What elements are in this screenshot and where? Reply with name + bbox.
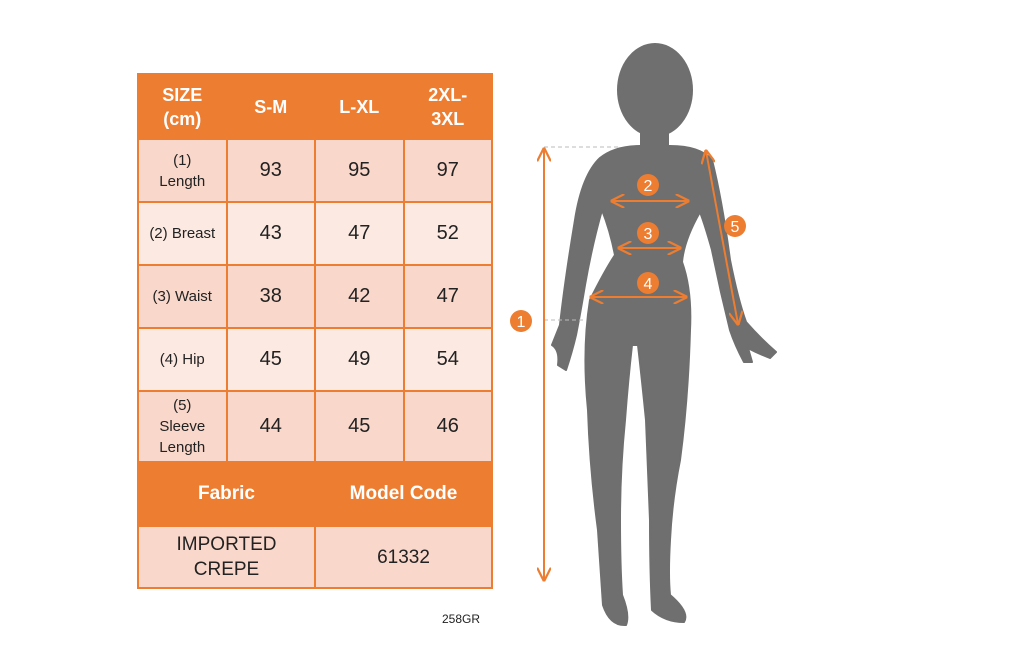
header-row: SIZE (cm) S-M L-XL 2XL- 3XL bbox=[137, 73, 493, 140]
cell: 49 bbox=[314, 327, 405, 392]
silhouette bbox=[551, 43, 777, 627]
cell: 46 bbox=[402, 390, 493, 463]
marker-4: 4 bbox=[637, 272, 659, 294]
header-size: SIZE (cm) bbox=[137, 73, 228, 140]
cell: 44 bbox=[225, 390, 316, 463]
fabric-value: IMPORTED CREPE bbox=[137, 525, 316, 589]
row-label: (5) Sleeve Length bbox=[137, 390, 228, 463]
table-row: (2) Breast 43 47 52 bbox=[137, 201, 493, 266]
model-code-value: 61332 bbox=[314, 525, 493, 589]
cell: 45 bbox=[314, 390, 405, 463]
measurement-guides bbox=[544, 146, 738, 580]
header-s-m: S-M bbox=[225, 73, 316, 140]
cell: 38 bbox=[225, 264, 316, 329]
cell: 47 bbox=[314, 201, 405, 266]
header-l-xl: L-XL bbox=[314, 73, 405, 140]
cell: 54 bbox=[402, 327, 493, 392]
size-chart-table: SIZE (cm) S-M L-XL 2XL- 3XL (1) Length 9… bbox=[137, 73, 493, 589]
row-label: (4) Hip bbox=[137, 327, 228, 392]
fabric-value-row: IMPORTED CREPE 61332 bbox=[137, 525, 493, 589]
cell: 43 bbox=[225, 201, 316, 266]
svg-text:4: 4 bbox=[644, 276, 653, 293]
svg-text:2: 2 bbox=[644, 178, 653, 195]
marker-1: 1 bbox=[510, 310, 532, 332]
cell: 95 bbox=[314, 138, 405, 203]
svg-text:1: 1 bbox=[517, 314, 526, 331]
row-label: (1) Length bbox=[137, 138, 228, 203]
cell: 52 bbox=[402, 201, 493, 266]
sleeve-arrow bbox=[706, 151, 738, 324]
cell: 97 bbox=[402, 138, 493, 203]
fabric-header-row: Fabric Model Code bbox=[137, 461, 493, 527]
svg-text:3: 3 bbox=[644, 226, 653, 243]
cell: 47 bbox=[402, 264, 493, 329]
model-code-label: Model Code bbox=[314, 461, 493, 527]
marker-2: 2 bbox=[637, 174, 659, 196]
header-2xl-3xl: 2XL- 3XL bbox=[402, 73, 493, 140]
table-row: (4) Hip 45 49 54 bbox=[137, 327, 493, 392]
row-label: (3) Waist bbox=[137, 264, 228, 329]
table-row: (5) Sleeve Length 44 45 46 bbox=[137, 390, 493, 463]
product-code: 258GR bbox=[442, 612, 481, 626]
cell: 42 bbox=[314, 264, 405, 329]
marker-3: 3 bbox=[637, 222, 659, 244]
marker-5: 5 bbox=[724, 215, 746, 237]
table-row: (3) Waist 38 42 47 bbox=[137, 264, 493, 329]
cell: 93 bbox=[225, 138, 316, 203]
svg-text:5: 5 bbox=[731, 219, 740, 236]
row-label: (2) Breast bbox=[137, 201, 228, 266]
table-row: (1) Length 93 95 97 bbox=[137, 138, 493, 203]
cell: 45 bbox=[225, 327, 316, 392]
fabric-label: Fabric bbox=[137, 461, 316, 527]
